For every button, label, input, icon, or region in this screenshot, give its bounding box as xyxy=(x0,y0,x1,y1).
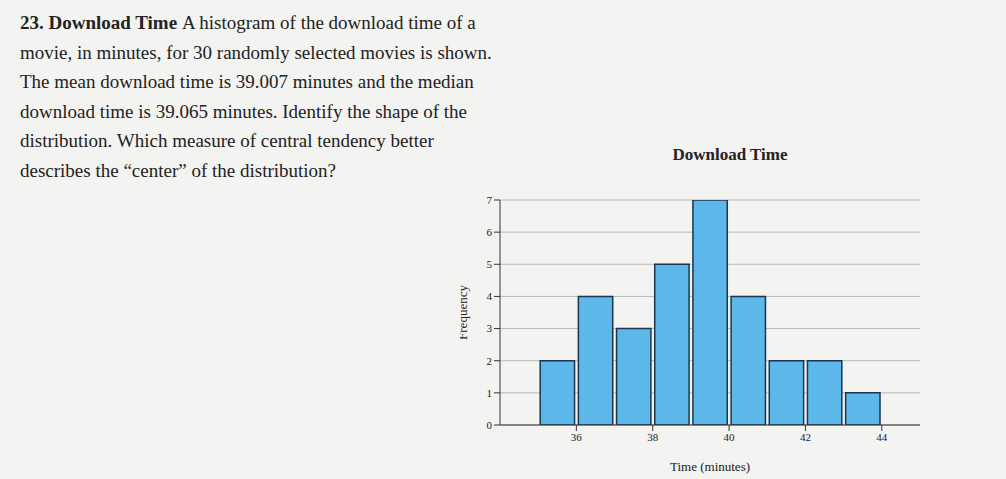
html-text:describes the “center” of the: describes the “center” of the distributi… xyxy=(20,159,336,181)
svg-text:2: 2 xyxy=(487,355,493,367)
svg-text:44: 44 xyxy=(876,431,888,443)
html-text:The mean download time is 39.0: The mean download time is 39.007 minutes… xyxy=(20,71,474,92)
svg-text:1: 1 xyxy=(487,387,493,399)
svg-text:Frequency: Frequency xyxy=(460,285,470,340)
svg-text:42: 42 xyxy=(800,431,811,443)
svg-text:7: 7 xyxy=(487,194,493,206)
svg-text:0: 0 xyxy=(487,419,493,431)
svg-text:Time (minutes): Time (minutes) xyxy=(670,459,750,474)
svg-text:3: 3 xyxy=(487,322,493,334)
svg-text:4: 4 xyxy=(487,290,493,302)
svg-text:40: 40 xyxy=(724,431,736,443)
svg-text:38: 38 xyxy=(647,431,659,443)
html-text:movie, in minutes, for 30 rand: movie, in minutes, for 30 randomly selec… xyxy=(20,41,492,63)
html-text:23. Download Time A histogram: 23. Download Time A histogram of the dow… xyxy=(20,12,476,33)
html-text:Download Time: Download Time xyxy=(672,145,788,164)
svg-text:6: 6 xyxy=(487,226,493,238)
html-text:distribution. Which measure of: distribution. Which measure of central t… xyxy=(20,130,434,151)
html-text:download time is 39.065 minute: download time is 39.065 minutes. Identif… xyxy=(20,100,467,122)
svg-text:36: 36 xyxy=(571,431,583,443)
svg-text:5: 5 xyxy=(487,258,493,270)
